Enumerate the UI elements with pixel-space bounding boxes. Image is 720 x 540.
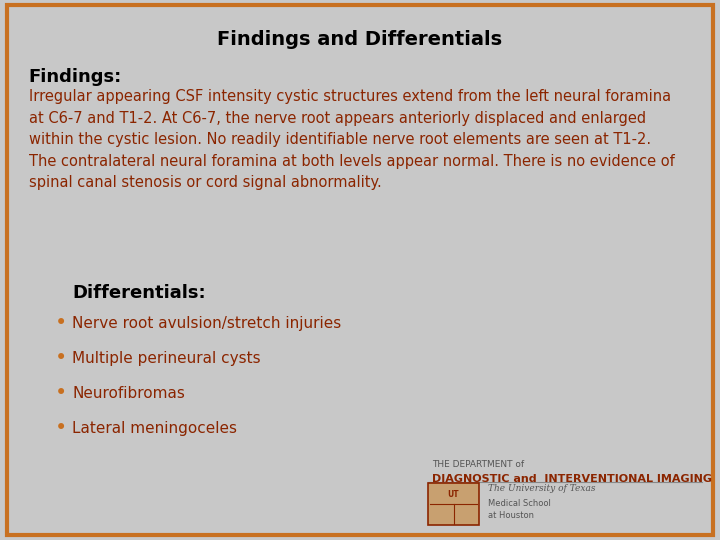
Text: DIAGNOSTIC and  INTERVENTIONAL IMAGING: DIAGNOSTIC and INTERVENTIONAL IMAGING	[432, 474, 712, 484]
Text: •: •	[55, 418, 68, 438]
Text: Medical School
at Houston: Medical School at Houston	[488, 499, 551, 521]
Text: Multiple perineural cysts: Multiple perineural cysts	[72, 351, 261, 366]
Text: •: •	[55, 348, 68, 368]
FancyBboxPatch shape	[428, 483, 479, 525]
Text: Findings and Differentials: Findings and Differentials	[217, 30, 503, 49]
FancyBboxPatch shape	[7, 5, 713, 535]
Text: •: •	[55, 383, 68, 403]
Text: THE DEPARTMENT of: THE DEPARTMENT of	[432, 460, 524, 469]
Text: Neurofibromas: Neurofibromas	[72, 386, 185, 401]
Text: The University of Texas: The University of Texas	[488, 484, 595, 494]
Text: Findings:: Findings:	[29, 68, 122, 85]
Text: Nerve root avulsion/stretch injuries: Nerve root avulsion/stretch injuries	[72, 316, 341, 331]
Text: UT: UT	[447, 490, 459, 499]
Text: •: •	[55, 313, 68, 333]
Text: Irregular appearing CSF intensity cystic structures extend from the left neural : Irregular appearing CSF intensity cystic…	[29, 89, 675, 191]
Text: Differentials:: Differentials:	[72, 284, 206, 301]
Text: Lateral meningoceles: Lateral meningoceles	[72, 421, 237, 436]
